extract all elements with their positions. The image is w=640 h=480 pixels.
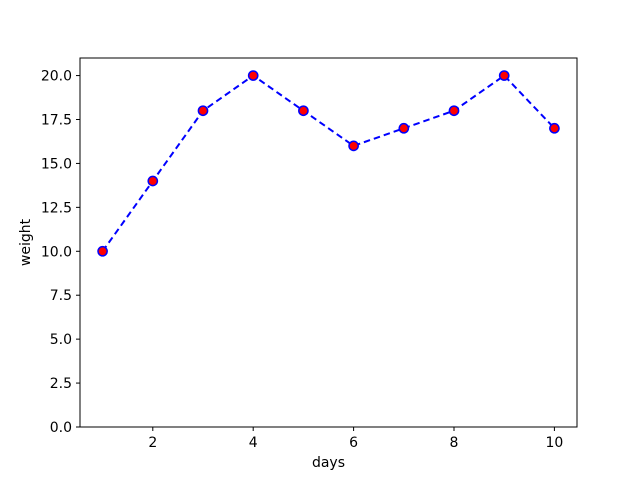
data-point [348,140,359,152]
x-axis-label: days [312,455,345,471]
y-tick-label: 17.5 [41,113,72,129]
y-axis-label: weight [18,218,34,266]
series-line [101,74,556,252]
axes-frame [79,57,578,428]
y-tick-label: 20.0 [41,69,72,85]
data-point [398,122,410,134]
x-tick-label: 6 [349,435,358,451]
y-tick-label: 0.0 [50,420,72,436]
data-point [247,70,259,81]
y-tick-label: 10.0 [41,244,72,260]
data-point [549,122,560,134]
data-point [298,105,309,117]
x-tick-label: 10 [545,435,563,451]
y-tick-label: 5.0 [50,332,72,348]
y-tick-label: 7.5 [50,288,72,304]
plot-area: 2 4 6 8 10 0.0 2.5 5.0 7.5 10.0 12.5 15.0 17.5 20.0 [41,57,578,451]
y-tick-label: 12.5 [41,200,72,216]
y-tick-label: 2.5 [50,376,72,392]
x-tick-label: 4 [249,435,258,451]
x-tick-label: 2 [148,435,157,451]
data-point [147,175,159,187]
data-point [498,70,510,81]
x-tick-label: 8 [450,435,459,451]
data-point [197,105,209,117]
data-point [97,245,108,257]
y-tick-label: 15.0 [41,156,72,172]
data-point [448,105,460,117]
